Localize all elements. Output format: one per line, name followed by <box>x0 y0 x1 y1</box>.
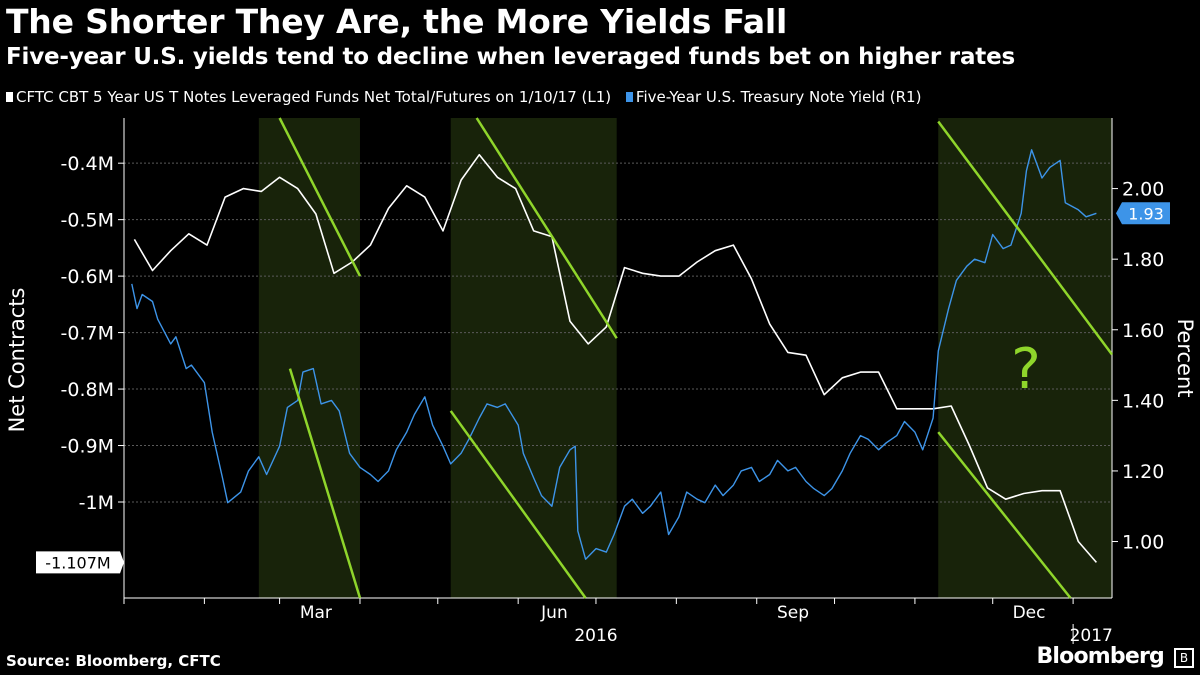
legend-item-net-contracts: CFTC CBT 5 Year US T Notes Leveraged Fun… <box>6 88 611 106</box>
left-tick-label: -0.9M <box>61 436 114 458</box>
trend-line-6 <box>937 431 1072 599</box>
chart-legend: CFTC CBT 5 Year US T Notes Leveraged Fun… <box>6 88 931 106</box>
x-month-label: Dec <box>1013 603 1046 623</box>
trend-line-2 <box>475 117 618 339</box>
trend-lines <box>278 117 1114 599</box>
right-tick-label: 1.40 <box>1122 390 1164 412</box>
chart-subtitle: Five-year U.S. yields tend to decline wh… <box>6 44 1015 70</box>
trend-line-3 <box>288 368 362 599</box>
right-tick-label: 1.20 <box>1122 461 1164 483</box>
right-axis-title: Percent <box>1173 318 1197 397</box>
trend-line-5 <box>937 120 1114 356</box>
left-tick-label: -0.4M <box>61 153 114 175</box>
right-last-value-badge <box>1116 202 1170 225</box>
chart-title: The Shorter They Are, the More Yields Fa… <box>6 2 788 41</box>
trend-line-4 <box>449 410 587 599</box>
left-tick-label: -0.7M <box>61 323 114 345</box>
source-note: Source: Bloomberg, CFTC <box>6 652 221 670</box>
x-year-label: 2017 <box>1070 626 1113 646</box>
series-lines <box>131 149 1098 563</box>
gridlines <box>124 162 1112 503</box>
x-month-label: Mar <box>300 603 332 623</box>
shaded-periods <box>258 118 1112 598</box>
right-tick-label: 1.80 <box>1122 249 1164 271</box>
right-tick-label: 1.60 <box>1122 320 1164 342</box>
legend-label-net-contracts: CFTC CBT 5 Year US T Notes Leveraged Fun… <box>16 88 612 106</box>
left-last-value-label: -1.107M <box>45 553 110 572</box>
net-contracts-line <box>133 153 1098 563</box>
shaded-period-1 <box>258 118 360 598</box>
x-month-label: Sep <box>777 603 809 623</box>
x-month-label: Jun <box>540 603 568 623</box>
question-mark-annotation: ? <box>1011 337 1041 402</box>
right-tick-label: 2.00 <box>1122 179 1164 201</box>
right-last-value-label: 1.93 <box>1128 204 1164 223</box>
x-year-label: 2016 <box>574 626 617 646</box>
brand-mark-icon: B <box>1174 648 1194 668</box>
legend-swatch-white <box>6 92 13 102</box>
trend-line-1 <box>278 117 362 277</box>
yield-line <box>131 149 1097 560</box>
legend-item-yield: Five-Year U.S. Treasury Note Yield (R1) <box>625 88 922 106</box>
brand-logo: Bloomberg <box>1036 644 1164 669</box>
legend-label-yield: Five-Year U.S. Treasury Note Yield (R1) <box>635 88 922 106</box>
legend-swatch-blue <box>625 92 633 102</box>
left-tick-label: -0.6M <box>61 266 114 288</box>
left-axis-title: Net Contracts <box>5 288 29 433</box>
shaded-period-2 <box>450 118 617 598</box>
left-tick-label: -1M <box>79 492 114 514</box>
left-tick-label: -0.5M <box>61 210 114 232</box>
plot-frame <box>123 118 1113 599</box>
left-last-value-badge <box>36 551 124 574</box>
right-tick-label: 1.00 <box>1122 532 1164 554</box>
left-tick-label: -0.8M <box>61 379 114 401</box>
axes: -0.4M -0.5M -0.6M -0.7M -0.8M -0.9M -1M 2.00 1.8… <box>36 153 1170 646</box>
shaded-period-3 <box>938 118 1112 598</box>
